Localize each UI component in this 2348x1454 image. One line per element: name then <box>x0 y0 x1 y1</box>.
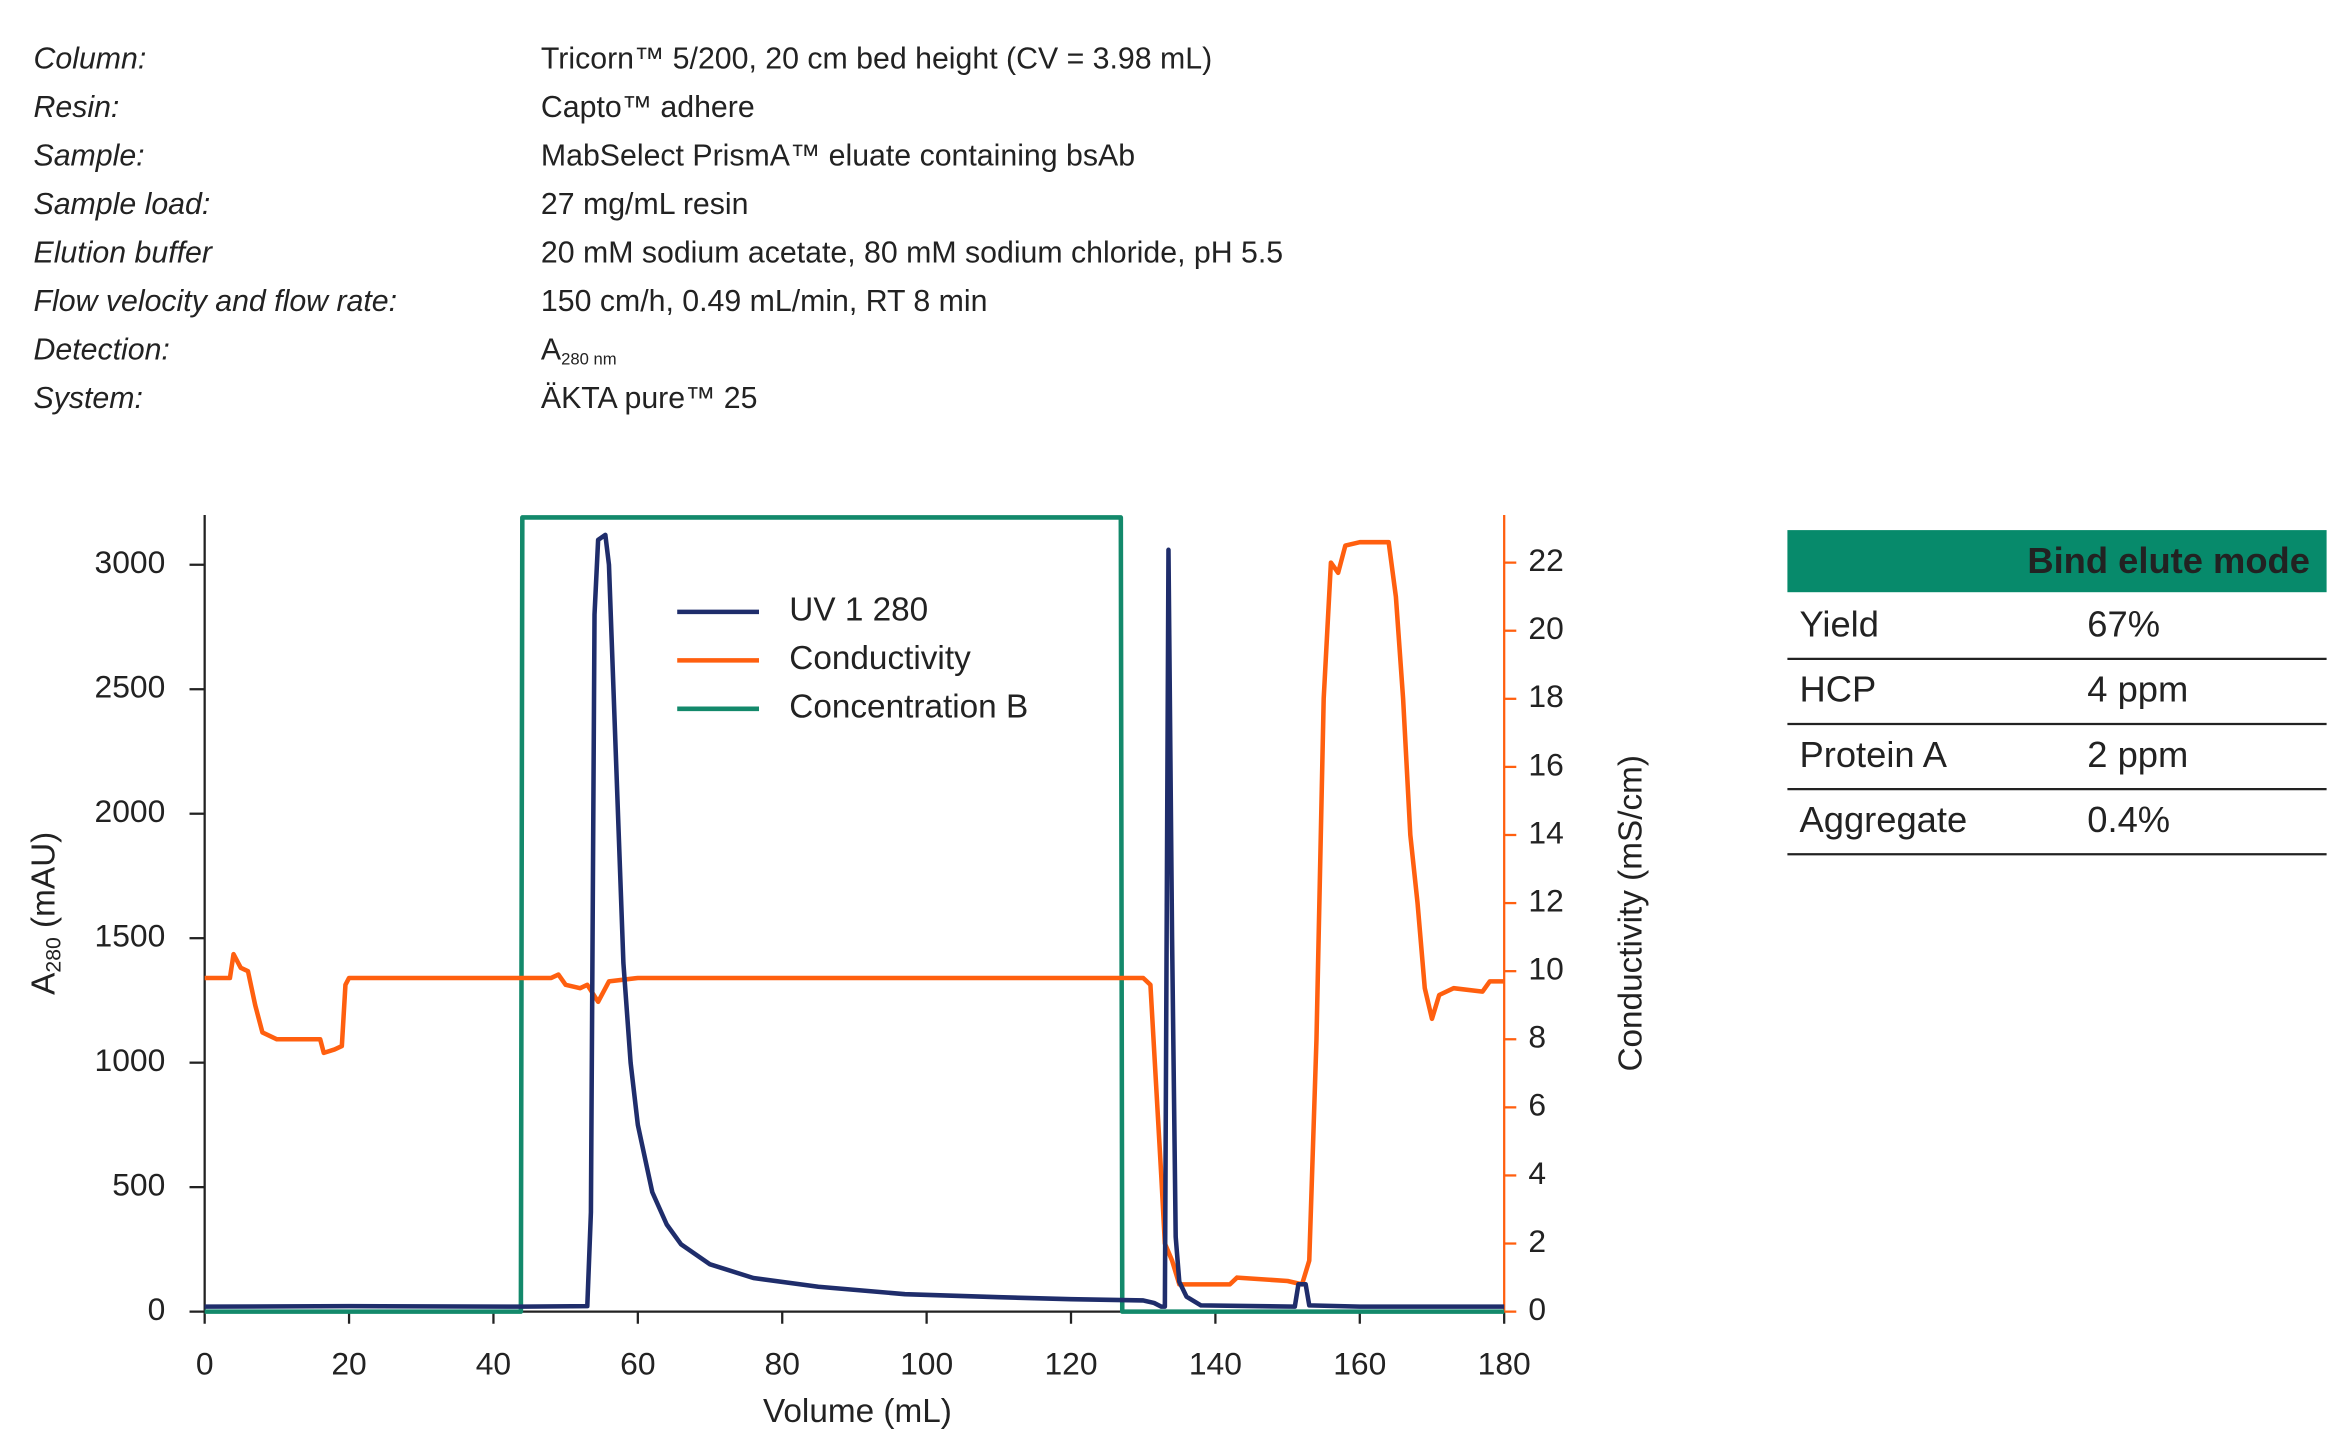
table-cell: 2 ppm <box>2087 734 2188 775</box>
y2-tick-label: 0 <box>1528 1291 1546 1327</box>
y-tick-label: 1000 <box>95 1042 166 1078</box>
y2-tick-label: 2 <box>1528 1223 1546 1259</box>
x-tick-label: 0 <box>196 1346 214 1382</box>
x-tick-label: 60 <box>620 1346 655 1382</box>
info-value: Tricorn™ 5/200, 20 cm bed height (CV = 3… <box>541 43 1212 76</box>
x-tick-label: 160 <box>1333 1346 1386 1382</box>
table-cell: Aggregate <box>1800 799 1968 840</box>
y2-tick-label: 14 <box>1528 814 1563 850</box>
y2-tick-label: 10 <box>1528 951 1563 987</box>
y2-tick-label: 16 <box>1528 746 1563 782</box>
table-cell: HCP <box>1800 669 1877 710</box>
info-value: 20 mM sodium acetate, 80 mM sodium chlor… <box>541 236 1283 269</box>
x-tick-label: 20 <box>331 1346 366 1382</box>
info-value: A280 nm <box>541 333 617 368</box>
y2-tick-label: 22 <box>1528 542 1563 578</box>
series-line <box>204 515 1505 1314</box>
legend-label: Conductivity <box>789 640 971 677</box>
y-tick-label: 500 <box>112 1167 165 1203</box>
y-tick-label: 1500 <box>95 918 166 954</box>
table-cell: 67% <box>2087 604 2160 645</box>
table-cell: 4 ppm <box>2087 669 2188 710</box>
y2-tick-label: 6 <box>1528 1087 1546 1123</box>
info-value-sub: 280 nm <box>561 350 617 369</box>
y-tick-label: 3000 <box>95 544 166 580</box>
x-tick-label: 180 <box>1478 1346 1531 1382</box>
legend-label: Concentration B <box>789 689 1028 726</box>
y-tick-label: 0 <box>148 1291 166 1327</box>
info-value: ÄKTA pure™ 25 <box>541 382 758 415</box>
info-value: MabSelect PrismA™ eluate containing bsAb <box>541 140 1135 173</box>
info-value-main: A <box>541 333 562 366</box>
table: Bind elute mode Yield 67% HCP 4 ppm Protein A… <box>1787 530 2327 856</box>
y2-tick-label: 20 <box>1528 610 1563 646</box>
info-label: Flow velocity and flow rate: <box>34 285 398 318</box>
y-axis-label: A280 (mAU) <box>25 832 65 995</box>
y-tick-label: 2500 <box>95 669 166 705</box>
table-header-bg <box>1787 530 2327 593</box>
info-label: Elution buffer <box>34 236 214 269</box>
info-value: 27 mg/mL resin <box>541 188 749 221</box>
info-value: 150 cm/h, 0.49 mL/min, RT 8 min <box>541 285 988 318</box>
x-tick-label: 120 <box>1044 1346 1097 1382</box>
chart: Volume (mL) A280 (mAU) Conductivity (mS/… <box>25 514 1650 1430</box>
info-label: Sample load: <box>34 188 211 221</box>
info-label: Column: <box>34 43 147 76</box>
info-label: Detection: <box>34 333 170 366</box>
table-cell: Protein A <box>1800 734 1948 775</box>
info-value: Capto™ adhere <box>541 91 755 124</box>
table-header: Bind elute mode <box>2027 540 2310 581</box>
y2-tick-label: 18 <box>1528 678 1563 714</box>
table-cell: 0.4% <box>2087 799 2170 840</box>
x-tick-label: 100 <box>900 1346 953 1382</box>
x-tick-label: 80 <box>765 1346 800 1382</box>
y-label-suffix: (mAU) <box>25 832 62 937</box>
y-tick-label: 2000 <box>95 793 166 829</box>
y2-tick-label: 8 <box>1528 1019 1546 1055</box>
y2-tick-label: 4 <box>1528 1155 1546 1191</box>
y2-axis-label: Conductivity (mS/cm) <box>1613 755 1650 1072</box>
info-label: Resin: <box>34 91 120 124</box>
info-label: Sample: <box>34 140 145 173</box>
x-tick-label: 140 <box>1189 1346 1242 1382</box>
y-label-sub: 280 <box>42 937 65 972</box>
x-tick-label: 40 <box>476 1346 511 1382</box>
y-label-main: A <box>25 972 62 995</box>
y2-tick-label: 12 <box>1528 882 1563 918</box>
series-line <box>204 532 1505 1309</box>
table-cell: Yield <box>1800 604 1879 645</box>
header: Column: Tricorn™ 5/200, 20 cm bed height … <box>34 43 1284 415</box>
legend-label: UV 1 280 <box>789 592 928 629</box>
info-label: System: <box>34 382 143 415</box>
x-axis-label: Volume (mL) <box>763 1393 952 1430</box>
